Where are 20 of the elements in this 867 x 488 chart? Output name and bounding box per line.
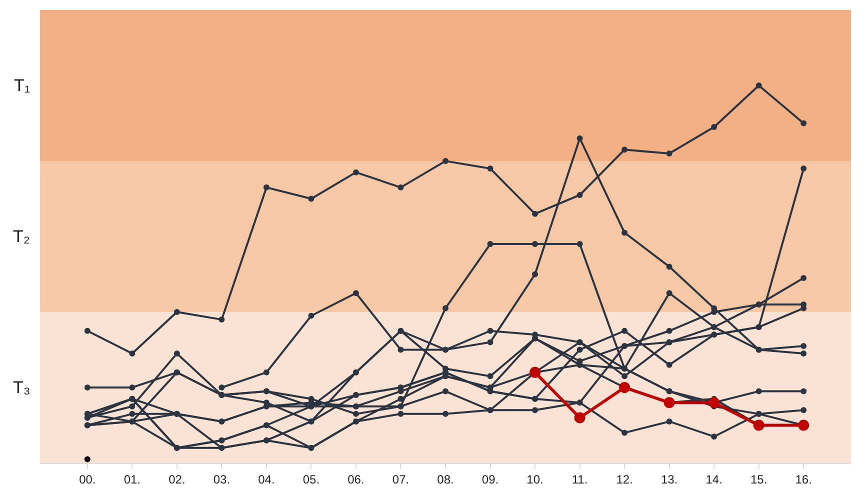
x-tick-label: 16. xyxy=(795,472,812,486)
x-tick-label: 06. xyxy=(348,472,364,486)
x-tick-label: 12. xyxy=(616,472,633,486)
x-tick-label: 02. xyxy=(168,472,186,486)
x-tick-label: 05. xyxy=(302,472,320,486)
x-tick-label: 00. xyxy=(79,472,96,486)
x-tick-label: 01. xyxy=(124,472,141,486)
x-tick-label: 07. xyxy=(392,472,410,486)
x-tick-label: 11. xyxy=(572,472,588,486)
x-tick-label: 14. xyxy=(706,472,722,486)
x-tick-label: 08. xyxy=(437,472,454,486)
band-label: T₁ xyxy=(14,76,30,95)
x-tick-label: 13. xyxy=(660,472,678,486)
band-label: T₂ xyxy=(13,227,30,246)
x-tick-label: 15. xyxy=(750,472,768,486)
x-tick-label: 03. xyxy=(213,472,230,486)
x-tick-label: 04. xyxy=(258,472,275,486)
x-tick-label: 09. xyxy=(482,472,499,486)
x-tick-label: 10. xyxy=(526,472,544,486)
band-label: T₃ xyxy=(13,378,30,397)
